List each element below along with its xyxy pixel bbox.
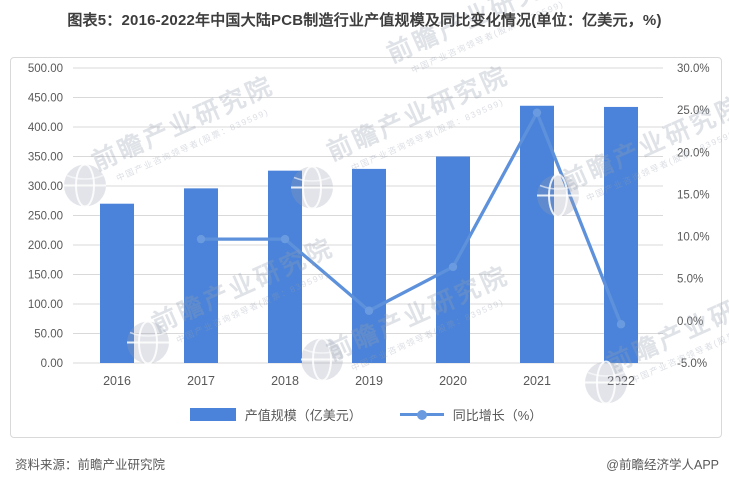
y-axis-left-label: 300.00: [28, 181, 63, 193]
bar-2019: [352, 168, 386, 363]
y-axis-right-label: 20.0%: [677, 147, 710, 159]
bar-2017: [184, 188, 218, 363]
x-axis-label-2017: 2017: [187, 374, 215, 388]
x-axis-label-2019: 2019: [355, 374, 383, 388]
chart-title: 图表5：2016-2022年中国大陆PCB制造行业产值规模及同比变化情况(单位：…: [67, 12, 662, 29]
x-axis-label-2022: 2022: [607, 374, 635, 388]
y-axis-left-label: 400.00: [28, 122, 63, 134]
bar-2018: [268, 170, 302, 363]
y-axis-left-label: 0.00: [41, 358, 63, 370]
y-axis-left-label: 250.00: [28, 211, 63, 223]
y-axis-left-label: 450.00: [28, 93, 63, 105]
x-axis-label-2018: 2018: [271, 374, 299, 388]
y-axis-right-label: 0.0%: [677, 316, 703, 328]
bar-2020: [436, 156, 470, 363]
growth-marker-2019: [364, 306, 374, 315]
y-axis-left-label: 100.00: [28, 299, 63, 311]
x-axis-label-2020: 2020: [439, 374, 467, 388]
bar-series-swatch: [189, 408, 236, 421]
y-axis-left-label: 150.00: [28, 270, 63, 282]
y-axis-left-label: 200.00: [28, 240, 63, 252]
y-axis-right-label: 30.0%: [677, 63, 710, 75]
y-axis-left-label: 500.00: [28, 63, 63, 75]
y-axis-right-label: 25.0%: [677, 105, 710, 117]
y-axis-right-label: 5.0%: [677, 274, 703, 286]
growth-marker-2017: [196, 234, 206, 244]
chart-card: 0.00 50.00 100.00 150.00 200.00 250.00 300.00 3…: [10, 57, 722, 438]
growth-marker-2020: [448, 262, 458, 272]
legend-item-output-value: 产值规模（亿美元）: [189, 405, 362, 424]
x-axis-label-2016: 2016: [103, 374, 131, 388]
combo-chart: 0.00 50.00 100.00 150.00 200.00 250.00 300.00 3…: [28, 63, 710, 388]
growth-marker-2018: [280, 234, 290, 244]
line-series-swatch: [399, 409, 444, 420]
growth-marker-2021: [532, 108, 542, 117]
bar-2021: [520, 105, 554, 363]
y-axis-left-label: 350.00: [28, 152, 63, 164]
growth-line: [199, 111, 623, 326]
y-axis-right-label: 10.0%: [677, 232, 710, 244]
x-axis-label-2021: 2021: [523, 374, 551, 388]
chart-legend: 产值规模（亿美元） 同比增长（%）: [11, 405, 721, 424]
growth-marker-2022: [616, 320, 626, 329]
bar-2016: [100, 203, 134, 363]
legend-item-yoy-growth: 同比增长（%）: [399, 405, 543, 424]
line-marker-dot: [416, 409, 427, 420]
legend-label-output-value: 产值规模（亿美元）: [244, 408, 362, 423]
legend-label-yoy-growth: 同比增长（%）: [452, 408, 543, 423]
credit-note: @前瞻经济学人APP: [606, 458, 719, 472]
y-axis-right-label: 15.0%: [677, 189, 710, 201]
y-axis-right-label: -5.0%: [677, 358, 707, 370]
source-note: 资料来源：前瞻产业研究院: [15, 458, 166, 472]
y-axis-left-label: 50.00: [34, 329, 63, 341]
